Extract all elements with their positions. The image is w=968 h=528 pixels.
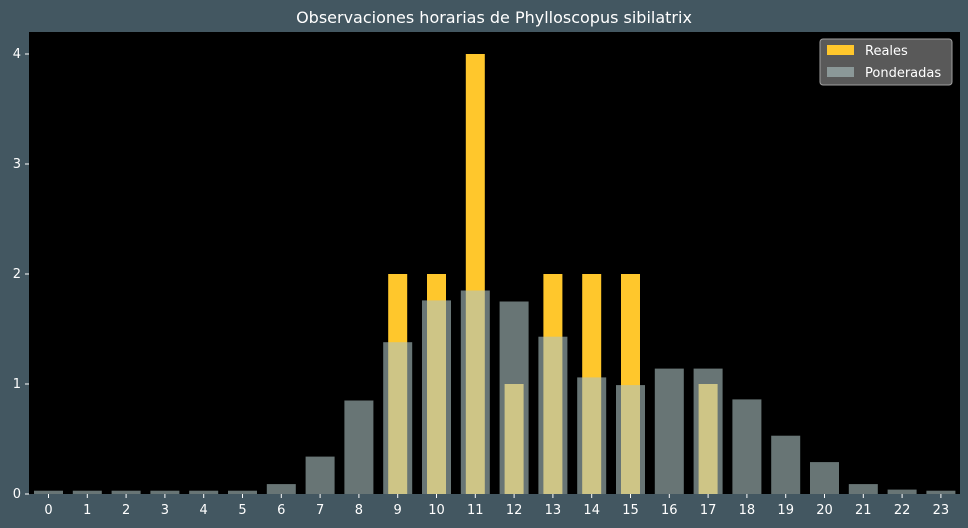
bar-ponderadas-hour-2 — [111, 490, 141, 494]
bar-ponderadas-hour-15 — [616, 385, 645, 494]
bar-ponderadas-hour-14 — [577, 377, 607, 494]
x-tick-label: 18 — [739, 503, 756, 518]
y-tick-label: 2 — [13, 267, 21, 282]
y-tick-label: 0 — [13, 487, 21, 502]
bar-ponderadas-hour-11 — [460, 290, 490, 494]
bar-ponderadas-hour-22 — [887, 489, 917, 494]
legend: Reales Ponderadas — [819, 38, 953, 86]
legend-label-reales: Reales — [865, 44, 908, 59]
bar-ponderadas-hour-18 — [732, 399, 762, 494]
bar-ponderadas-hour-16 — [654, 368, 684, 494]
x-tick-label: 4 — [200, 503, 208, 518]
bar-ponderadas-hour-1 — [72, 490, 102, 494]
plot-area — [29, 32, 960, 494]
bar-ponderadas-hour-20 — [810, 462, 839, 494]
x-tick-label: 11 — [467, 503, 484, 518]
bar-ponderadas-hour-21 — [848, 484, 878, 494]
x-tick-label: 0 — [44, 503, 52, 518]
x-tick-label: 13 — [545, 503, 562, 518]
x-tick-label: 8 — [355, 503, 363, 518]
y-tick-label: 1 — [13, 377, 21, 392]
x-tick-label: 19 — [777, 503, 794, 518]
x-tick-label: 3 — [161, 503, 169, 518]
chart-title: Observaciones horarias de Phylloscopus s… — [296, 8, 692, 27]
bar-ponderadas-hour-9 — [383, 342, 413, 494]
bar-ponderadas-hour-4 — [189, 490, 219, 494]
legend-swatch-reales — [827, 45, 854, 55]
x-axis: 0 1 2 3 4 5 6 7 8 9 10 11 12 13 14 15 16 17 18 19 20 21 22 23 — [44, 494, 949, 518]
x-tick-label: 5 — [238, 503, 246, 518]
x-tick-label: 20 — [816, 503, 833, 518]
x-tick-label: 14 — [583, 503, 600, 518]
x-tick-label: 23 — [933, 503, 950, 518]
bar-ponderadas-hour-10 — [422, 300, 451, 494]
x-tick-label: 10 — [428, 503, 445, 518]
x-tick-label: 1 — [83, 503, 91, 518]
bar-ponderadas-hour-7 — [305, 456, 335, 494]
bar-ponderadas-hour-23 — [926, 490, 956, 494]
y-axis: 0 1 2 3 4 — [13, 47, 29, 502]
x-tick-label: 9 — [394, 503, 402, 518]
x-tick-label: 22 — [894, 503, 911, 518]
y-tick-label: 4 — [13, 47, 21, 62]
legend-swatch-ponderadas — [827, 67, 854, 77]
y-tick-label: 3 — [13, 157, 21, 172]
x-tick-label: 17 — [700, 503, 717, 518]
bar-ponderadas-hour-17 — [693, 368, 723, 494]
x-tick-label: 7 — [316, 503, 324, 518]
x-tick-label: 15 — [622, 503, 639, 518]
x-tick-label: 12 — [506, 503, 523, 518]
bar-ponderadas-hour-12 — [499, 301, 529, 494]
bar-ponderadas-hour-8 — [344, 400, 374, 494]
bar-ponderadas-hour-6 — [266, 484, 296, 494]
bar-ponderadas-hour-5 — [228, 490, 257, 494]
bar-ponderadas-hour-3 — [150, 490, 180, 494]
x-tick-label: 16 — [661, 503, 678, 518]
x-tick-label: 21 — [855, 503, 872, 518]
bar-ponderadas-hour-19 — [771, 435, 801, 494]
x-tick-label: 2 — [122, 503, 130, 518]
series-ponderadas — [34, 290, 956, 494]
legend-label-ponderadas: Ponderadas — [865, 66, 941, 81]
x-tick-label: 6 — [277, 503, 285, 518]
bar-ponderadas-hour-13 — [538, 336, 568, 494]
bar-ponderadas-hour-0 — [34, 490, 63, 494]
